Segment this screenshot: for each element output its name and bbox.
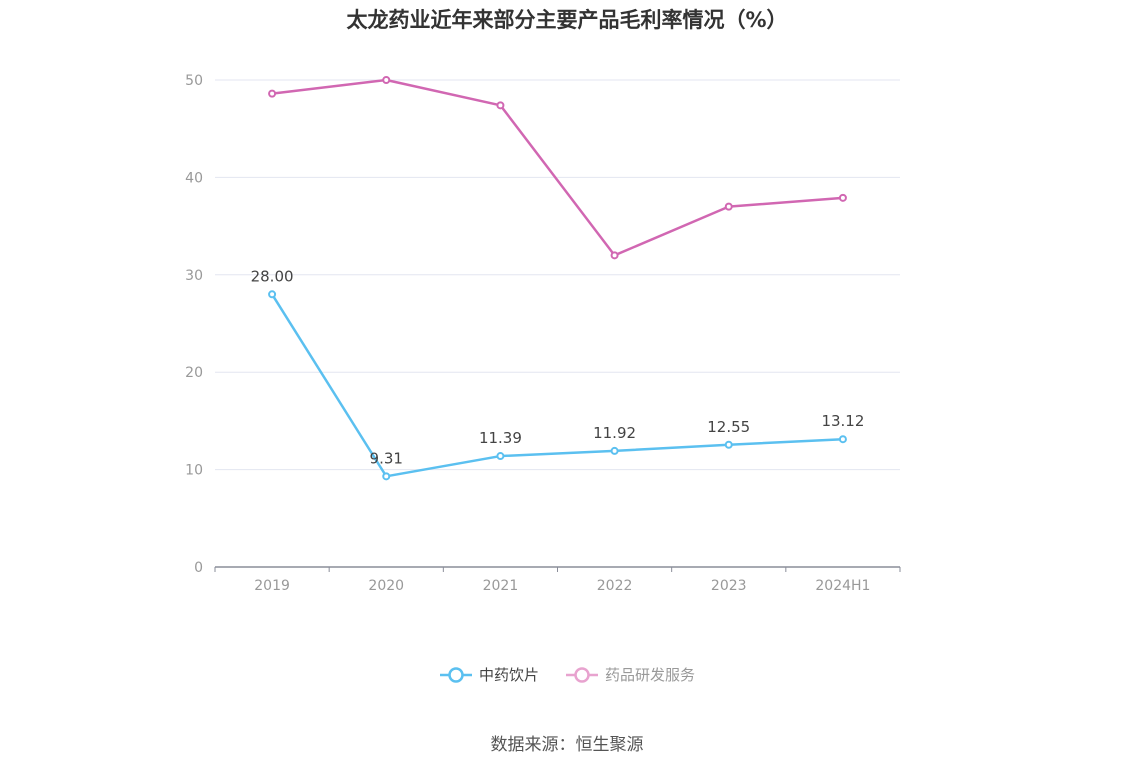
line-chart: 0 10 20 30 40 50 2019 2020 2021 2022 2023 2024H1 28.… — [185, 73, 901, 594]
legend-label-series-1: 药品研发服务 — [605, 666, 696, 684]
data-point-series-1 — [724, 202, 733, 211]
data-point-series-1 — [610, 251, 619, 260]
x-tick-label: 2021 — [483, 578, 519, 594]
chart-title: 太龙药业近年来部分主要产品毛利率情况（%） — [346, 8, 788, 32]
data-point-series-0 — [496, 452, 505, 461]
x-tick-label: 2022 — [597, 578, 633, 594]
y-tick-label: 10 — [185, 463, 203, 479]
y-tick-label: 50 — [185, 73, 203, 89]
x-tick-label: 2020 — [368, 578, 404, 594]
x-tick-label: 2023 — [711, 578, 747, 594]
y-tick-label: 40 — [185, 170, 203, 186]
series-line-1 — [271, 78, 844, 257]
legend-item-series-1[interactable]: 药品研发服务 — [565, 664, 695, 685]
data-point-series-0 — [268, 290, 277, 299]
legend-label-series-0: 中药饮片 — [478, 666, 539, 684]
legend-marker-series-0 — [439, 666, 472, 683]
data-label-series-0: 9.31 — [370, 449, 403, 467]
data-label-series-0: 28.00 — [251, 267, 294, 285]
data-point-series-0 — [724, 440, 733, 449]
series-line-0 — [271, 293, 843, 478]
data-label-series-0: 11.92 — [593, 424, 636, 442]
data-source-note: 数据来源：恒生聚源 — [490, 735, 644, 755]
data-point-series-1 — [838, 193, 847, 202]
x-tick-label: 2019 — [254, 578, 290, 594]
data-point-series-0 — [382, 472, 391, 481]
y-tick-label: 20 — [185, 365, 203, 381]
chart-legend: 中药饮片 药品研发服务 — [0, 664, 1134, 685]
legend-item-series-0[interactable]: 中药饮片 — [439, 664, 539, 685]
x-tick-label: 2024H1 — [815, 578, 870, 594]
data-label-series-0: 13.12 — [821, 412, 864, 430]
data-label-series-0: 12.55 — [707, 418, 750, 436]
data-point-series-0 — [838, 435, 847, 444]
data-label-series-0: 11.39 — [479, 429, 522, 447]
data-point-series-1 — [268, 89, 277, 98]
legend-marker-series-1 — [566, 666, 598, 683]
data-point-series-1 — [496, 101, 505, 110]
y-tick-label: 30 — [185, 268, 203, 284]
data-point-series-1 — [382, 76, 391, 84]
y-tick-label: 0 — [194, 560, 203, 576]
data-point-series-0 — [610, 446, 619, 455]
